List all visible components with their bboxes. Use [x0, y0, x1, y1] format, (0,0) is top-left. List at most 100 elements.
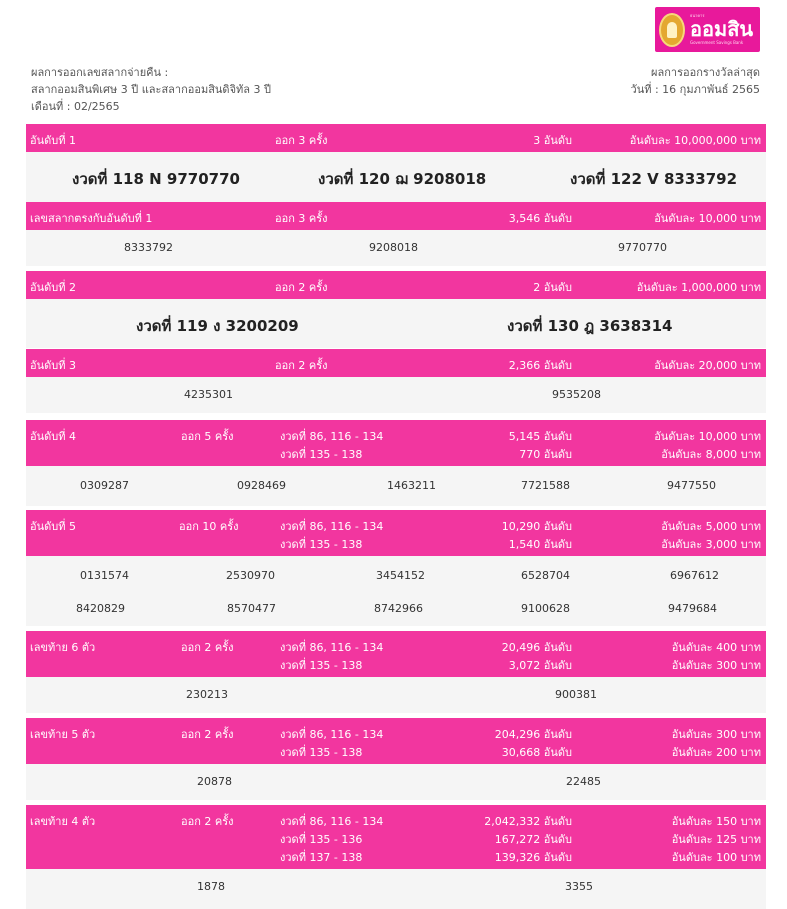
result-item: งวดที่ 119 ง 3200209: [136, 317, 299, 335]
result-item: 9479684: [668, 602, 717, 615]
section-prize: อันดับละ 10,000 บาท: [654, 212, 761, 225]
section-round: งวดที่ 135 - 138: [280, 448, 363, 461]
prize4-results: 0309287 0928469 1463211 7721588 9477550: [26, 466, 766, 506]
section-count: 30,668 อันดับ: [501, 746, 572, 759]
result-item: 8742966: [374, 602, 423, 615]
result-item: 230213: [186, 688, 228, 701]
draw-info-product: สลากออมสินพิเศษ 3 ปี และสลากออมสินดิจิทั…: [31, 83, 271, 96]
section-header-prize2: อันดับที่ 2 ออก 2 ครั้ง 2 อันดับ อันดับล…: [26, 271, 766, 299]
result-item: 3454152: [376, 569, 425, 582]
section-prize: อันดับละ 400 บาท: [671, 641, 761, 654]
result-item: 0928469: [237, 479, 286, 492]
section-prize: อันดับละ 10,000 บาท: [654, 430, 761, 443]
result-item: 9770770: [618, 241, 667, 254]
section-count: 139,326 อันดับ: [494, 851, 572, 864]
result-item: 2530970: [226, 569, 275, 582]
section-count: 167,272 อันดับ: [494, 833, 572, 846]
section-times: ออก 2 ครั้ง: [275, 281, 328, 294]
section-title: เลขท้าย 4 ตัว: [30, 815, 96, 828]
section-prize: อันดับละ 100 บาท: [671, 851, 761, 864]
result-item: 0131574: [80, 569, 129, 582]
result-item: 8420829: [76, 602, 125, 615]
section-times: ออก 2 ครั้ง: [181, 815, 234, 828]
section-header-last6: เลขท้าย 6 ตัว ออก 2 ครั้ง งวดที่ 86, 116…: [26, 631, 766, 677]
match-prize1-results: 8333792 9208018 9770770: [26, 230, 766, 266]
section-count: 5,145 อันดับ: [508, 430, 572, 443]
last4-results: 1878 3355: [26, 869, 766, 909]
section-header-match-prize1: เลขสลากตรงกับอันดับที่ 1 ออก 3 ครั้ง 3,5…: [26, 202, 766, 230]
result-item: 4235301: [184, 388, 233, 401]
section-count: 10,290 อันดับ: [501, 520, 572, 533]
section-count: 3 อันดับ: [533, 134, 572, 147]
section-prize: อันดับละ 10,000,000 บาท: [629, 134, 761, 147]
result-item: 1878: [197, 880, 225, 893]
latest-result-title: ผลการออกรางวัลล่าสุด: [651, 66, 760, 79]
section-header-prize3: อันดับที่ 3 ออก 2 ครั้ง 2,366 อันดับ อัน…: [26, 349, 766, 377]
section-times: ออก 2 ครั้ง: [181, 641, 234, 654]
section-title: อันดับที่ 4: [30, 430, 76, 443]
section-title: เลขท้าย 5 ตัว: [30, 728, 96, 741]
prize2-results: งวดที่ 119 ง 3200209 งวดที่ 130 ฎ 363831…: [26, 299, 766, 348]
section-prize: อันดับละ 200 บาท: [671, 746, 761, 759]
section-count: 3,546 อันดับ: [508, 212, 572, 225]
result-item: 8333792: [124, 241, 173, 254]
last6-results: 230213 900381: [26, 677, 766, 713]
section-round: งวดที่ 135 - 138: [280, 538, 363, 551]
result-item: 20878: [197, 775, 232, 788]
section-header-prize1: อันดับที่ 1 ออก 3 ครั้ง 3 อันดับ อันดับล…: [26, 124, 766, 152]
section-prize: อันดับละ 300 บาท: [671, 659, 761, 672]
result-item: งวดที่ 122 V 8333792: [570, 170, 738, 188]
section-header-prize4: อันดับที่ 4 ออก 5 ครั้ง งวดที่ 86, 116 -…: [26, 420, 766, 466]
result-item: 9208018: [369, 241, 418, 254]
prize1-results: งวดที่ 118 N 9770770 งวดที่ 120 ฌ 920801…: [26, 152, 766, 202]
latest-result-info: ผลการออกรางวัลล่าสุด วันที่ : 16 กุมภาพั…: [631, 64, 760, 98]
result-item: 900381: [555, 688, 597, 701]
section-round: งวดที่ 135 - 138: [280, 659, 363, 672]
last5-results: 20878 22485: [26, 764, 766, 800]
gsb-logo[interactable]: ธนาคาร ออมสิน Government Savings Bank: [655, 7, 760, 52]
emblem-icon: [659, 12, 685, 47]
section-round: งวดที่ 86, 116 - 134: [280, 815, 384, 828]
result-item: 1463211: [387, 479, 436, 492]
result-item: 22485: [566, 775, 601, 788]
section-prize: อันดับละ 150 บาท: [671, 815, 761, 828]
section-title: อันดับที่ 3: [30, 359, 76, 372]
section-times: ออก 5 ครั้ง: [181, 430, 234, 443]
result-item: 6967612: [670, 569, 719, 582]
result-item: 8570477: [227, 602, 276, 615]
result-item: งวดที่ 120 ฌ 9208018: [318, 170, 487, 188]
section-count: 3,072 อันดับ: [508, 659, 572, 672]
prize5-results: 0131574 2530970 3454152 6528704 6967612 …: [26, 556, 766, 626]
result-item: 3355: [565, 880, 593, 893]
section-round: งวดที่ 86, 116 - 134: [280, 641, 384, 654]
section-prize: อันดับละ 3,000 บาท: [661, 538, 761, 551]
section-times: ออก 3 ครั้ง: [275, 134, 328, 147]
section-round: งวดที่ 86, 116 - 134: [280, 520, 384, 533]
logo-text: ธนาคาร ออมสิน Government Savings Bank: [690, 13, 754, 45]
result-item: งวดที่ 130 ฎ 3638314: [507, 317, 673, 335]
section-title: อันดับที่ 5: [30, 520, 76, 533]
section-round: งวดที่ 135 - 138: [280, 746, 363, 759]
result-item: 7721588: [521, 479, 570, 492]
latest-result-date: วันที่ : 16 กุมภาพันธ์ 2565: [630, 83, 760, 96]
section-title: อันดับที่ 1: [30, 134, 76, 147]
section-round: งวดที่ 135 - 136: [280, 833, 363, 846]
section-times: ออก 2 ครั้ง: [181, 728, 234, 741]
section-count: 20,496 อันดับ: [501, 641, 572, 654]
section-count: 2,366 อันดับ: [508, 359, 572, 372]
section-prize: อันดับละ 5,000 บาท: [661, 520, 761, 533]
result-item: 9477550: [667, 479, 716, 492]
section-times: ออก 10 ครั้ง: [179, 520, 239, 533]
section-round: งวดที่ 86, 116 - 134: [280, 430, 384, 443]
section-header-prize5: อันดับที่ 5 ออก 10 ครั้ง งวดที่ 86, 116 …: [26, 510, 766, 556]
section-count: 770 อันดับ: [519, 448, 572, 461]
section-count: 204,296 อันดับ: [494, 728, 572, 741]
section-count: 2 อันดับ: [533, 281, 572, 294]
section-prize: อันดับละ 1,000,000 บาท: [636, 281, 761, 294]
section-title: เลขสลากตรงกับอันดับที่ 1: [30, 212, 153, 225]
section-title: อันดับที่ 2: [30, 281, 76, 294]
section-prize: อันดับละ 8,000 บาท: [661, 448, 761, 461]
section-prize: อันดับละ 125 บาท: [671, 833, 761, 846]
section-title: เลขท้าย 6 ตัว: [30, 641, 96, 654]
draw-info: ผลการออกเลขสลากจ่ายคืน : สลากออมสินพิเศษ…: [31, 64, 271, 115]
